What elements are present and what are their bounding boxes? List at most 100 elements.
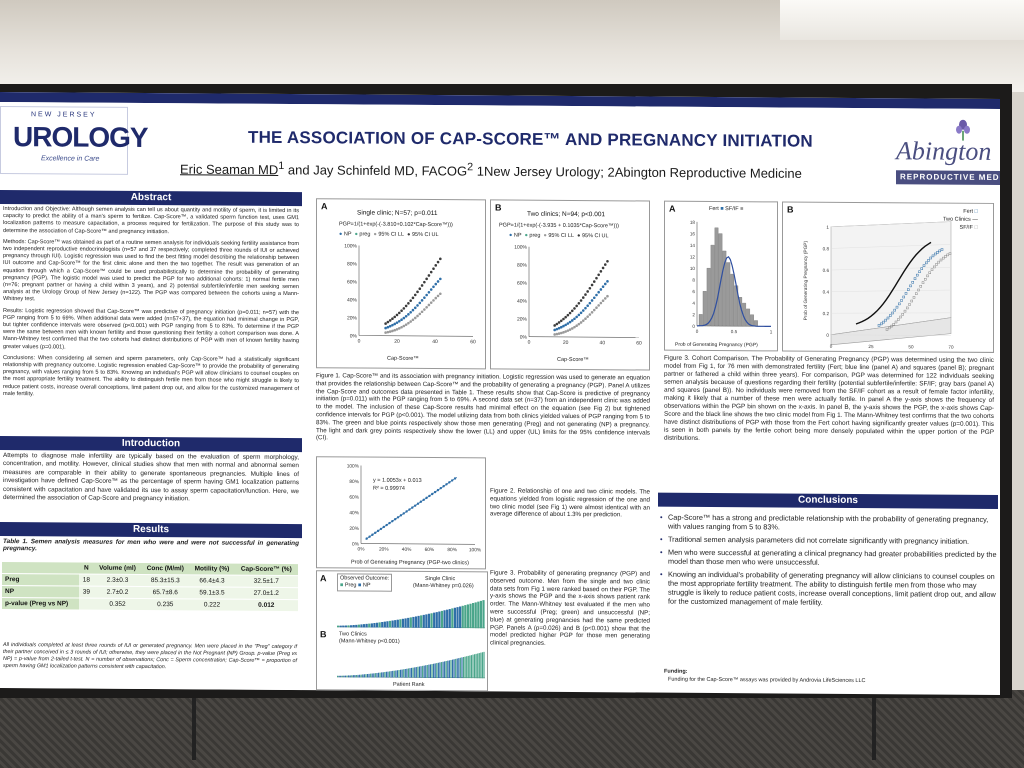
np-bar xyxy=(344,625,347,628)
np-bar xyxy=(362,624,366,628)
y-tick-label: 18 xyxy=(690,220,696,225)
ci-lower-point xyxy=(439,292,442,296)
preg-bar xyxy=(475,653,477,679)
table-cell: 65.7±8.6 xyxy=(141,586,190,599)
introduction-text: Attempts to diagnose male infertility ar… xyxy=(3,452,299,503)
ci-lower-point xyxy=(400,325,403,329)
np-point xyxy=(557,326,561,330)
ci-lower-point xyxy=(423,308,426,311)
np-bar xyxy=(352,625,355,628)
np-point xyxy=(595,293,598,297)
sfif-bar xyxy=(714,227,719,327)
preg-bar xyxy=(467,655,469,679)
table-cell: 0.012 xyxy=(234,599,298,612)
np-bar xyxy=(363,674,365,678)
np-bar xyxy=(354,675,356,678)
np-bar xyxy=(338,675,340,678)
preg-bar xyxy=(478,653,480,679)
np-bar xyxy=(348,675,350,678)
scatter-point xyxy=(408,508,411,511)
fig1b-plot: 100% 80% 60% 40% 20% 0%0 20 40 60 xyxy=(514,245,642,347)
funding-heading: Funding: xyxy=(664,668,688,675)
y-tick-label: 2 xyxy=(692,312,695,317)
np-point xyxy=(573,317,576,321)
x-tick-label: 1 xyxy=(770,329,773,334)
np-point xyxy=(588,301,592,305)
np-bar xyxy=(461,657,463,679)
np-bar xyxy=(429,664,432,679)
y-tick-label: 0 xyxy=(826,333,829,338)
preg-bar xyxy=(417,666,419,678)
y-tick-label: 80% xyxy=(517,263,528,269)
ci-upper-point xyxy=(575,304,578,308)
table-cell xyxy=(79,598,94,610)
scatter-point xyxy=(405,510,408,513)
grid-line xyxy=(831,334,951,336)
x-tick-label: 50 xyxy=(908,344,914,349)
sfif-marker xyxy=(942,256,945,260)
ci-upper-point xyxy=(590,283,594,287)
y-tick-label: 0.8 xyxy=(823,246,830,251)
scatter-point xyxy=(433,490,437,494)
y-tick-label: 80% xyxy=(349,479,359,485)
y-tick-label: 8 xyxy=(692,278,695,283)
ci-upper-point xyxy=(606,259,609,263)
preg-bar xyxy=(459,657,461,679)
ci-upper-point xyxy=(597,273,600,277)
np-bar xyxy=(357,674,359,678)
ci-upper-point xyxy=(564,315,567,319)
scatter-point xyxy=(431,492,434,496)
ci-lower-point xyxy=(564,330,567,333)
scatter-point xyxy=(371,533,374,536)
y-tick-label: 80% xyxy=(347,261,358,267)
table-header-cell: Volume (ml) xyxy=(93,562,142,575)
abington-logo: Abington REPRODUCTIVE MEDICINE xyxy=(896,118,1000,191)
ci-upper-point xyxy=(566,313,570,317)
np-bar xyxy=(437,662,439,679)
affiliations: 1New Jersey Urology; 2Abington Reproduct… xyxy=(473,163,802,181)
preg-bar xyxy=(466,656,468,679)
preg-bar xyxy=(388,671,391,678)
ci-lower-point xyxy=(407,321,410,325)
ci-lower-point xyxy=(397,327,401,330)
scatter-point xyxy=(428,494,431,498)
np-bar xyxy=(447,660,449,679)
sfif-marker xyxy=(928,271,931,274)
table-header-cell xyxy=(2,562,80,575)
np-point xyxy=(439,277,442,281)
abstract-intro: Introduction and Objective: Although sem… xyxy=(3,206,299,235)
y-tick-label: 0% xyxy=(520,335,528,341)
np-bar xyxy=(407,617,410,628)
fig3b-title: Two Clinics xyxy=(339,631,367,638)
np-bar xyxy=(448,660,450,679)
ci-lower-point xyxy=(603,297,607,300)
ci-lower-point xyxy=(601,299,605,302)
np-point xyxy=(606,280,609,283)
np-point xyxy=(566,322,570,325)
np-bar xyxy=(370,623,373,628)
ci-lower-point xyxy=(592,308,596,312)
preg-bar xyxy=(398,669,400,678)
ci-upper-point xyxy=(393,315,397,319)
preg-bar xyxy=(370,673,372,678)
sfif-marker xyxy=(912,296,916,299)
table-header-cell: Conc (M/ml) xyxy=(141,562,190,575)
ci-lower-point xyxy=(416,314,419,318)
np-bar xyxy=(343,675,345,678)
np-bar xyxy=(423,665,425,678)
np-bar xyxy=(392,670,394,678)
nj-urology-logo: NEW JERSEY UROLOGY Excellence in Care xyxy=(0,106,148,175)
fert-marker xyxy=(913,277,917,280)
np-point xyxy=(579,311,583,315)
y-tick-label: 10 xyxy=(690,266,696,271)
sfif-marker xyxy=(903,309,907,313)
abstract-conclusions: Conclusions: When considering all semen … xyxy=(3,354,299,398)
y-tick-label: 14 xyxy=(690,243,696,248)
ci-lower-point xyxy=(384,331,387,334)
carpet-floor xyxy=(0,690,1024,768)
np-bar xyxy=(420,666,422,678)
fig1a-plot: 100% 80% 60% 40% 20% 0%0 20 40 60 xyxy=(344,243,476,345)
preg-bar xyxy=(469,655,471,679)
ci-lower-point xyxy=(573,325,576,329)
sfif-marker xyxy=(937,260,940,264)
